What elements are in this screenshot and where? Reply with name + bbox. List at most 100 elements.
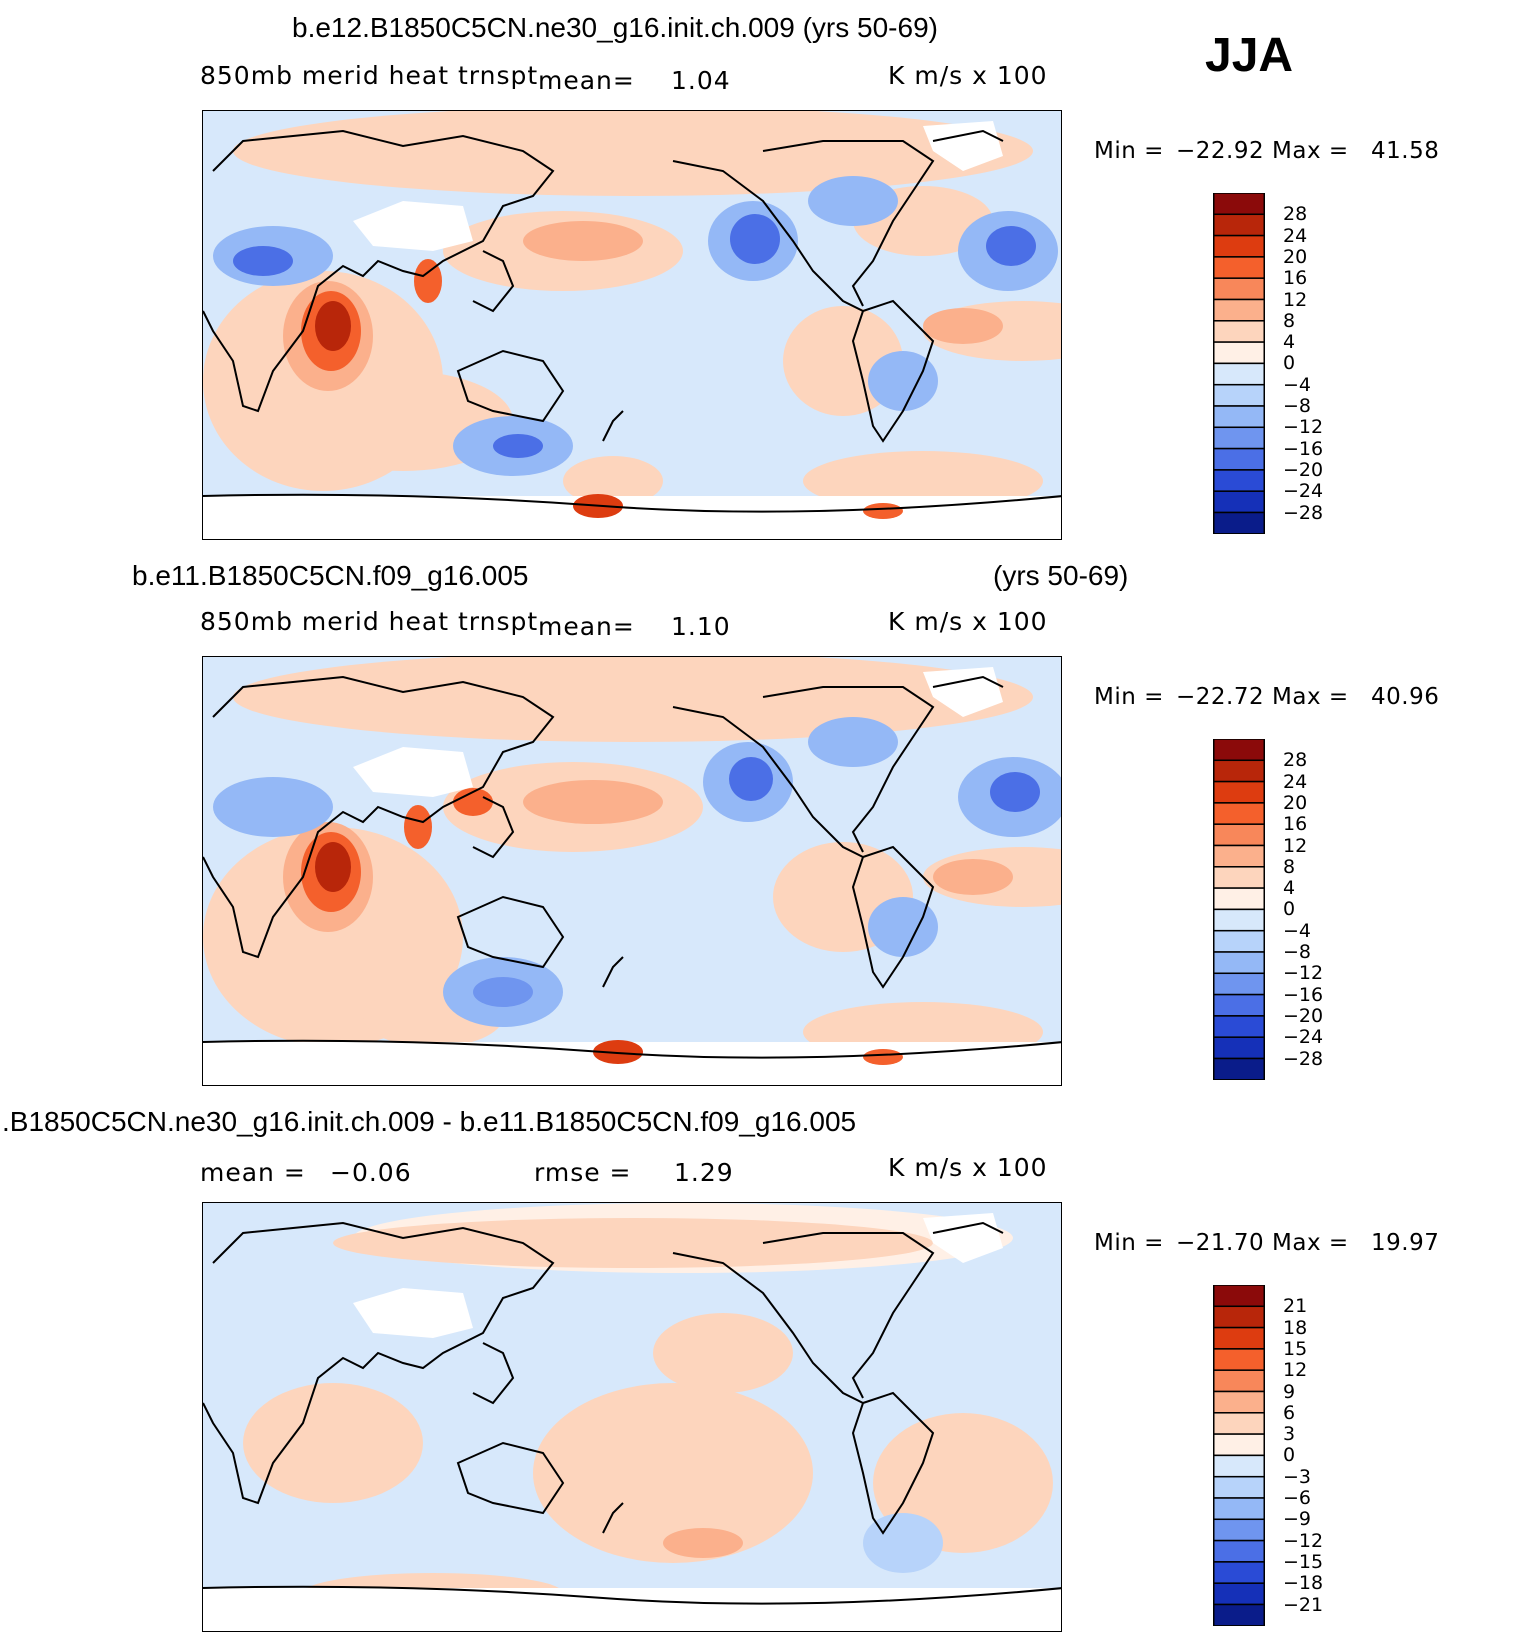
season-label: JJA bbox=[1205, 29, 1294, 82]
colorbar-segment bbox=[1213, 1603, 1265, 1626]
panel1-min-value: −22.92 bbox=[1176, 138, 1265, 164]
colorbar-segment bbox=[1213, 1348, 1265, 1371]
colorbar-tick-label: 18 bbox=[1283, 1316, 1308, 1339]
colorbar-segment bbox=[1213, 277, 1265, 301]
panel1-mean-value: 1.04 bbox=[671, 66, 731, 95]
panel2-min-value: −22.72 bbox=[1176, 684, 1265, 710]
panel1-cold-spot bbox=[233, 246, 293, 276]
colorbar-tick-label: 0 bbox=[1283, 352, 1296, 375]
colorbar-segment bbox=[1213, 1036, 1265, 1060]
panel2-mean-label: mean= bbox=[538, 612, 635, 641]
colorbar-tick-label: −21 bbox=[1283, 1593, 1324, 1616]
colorbar-segment bbox=[1213, 1582, 1265, 1606]
colorbar-tick-label: 21 bbox=[1283, 1295, 1308, 1318]
colorbar-segment bbox=[1213, 213, 1265, 237]
panel2-coastlines bbox=[203, 675, 1061, 1059]
colorbar-tick-label: −6 bbox=[1283, 1487, 1312, 1509]
colorbar-tick-label: 20 bbox=[1283, 245, 1308, 268]
panel1-missing-data bbox=[353, 201, 473, 251]
colorbar-segment bbox=[1213, 426, 1265, 450]
colorbar-segment bbox=[1213, 490, 1265, 514]
panel1-max-value: 41.58 bbox=[1371, 138, 1440, 164]
panel3-warm-region bbox=[243, 1383, 423, 1503]
colorbar-tick-label: 24 bbox=[1283, 770, 1308, 793]
colorbar-tick-label: 28 bbox=[1283, 749, 1308, 772]
panel1-mean-label: mean= bbox=[538, 66, 635, 95]
panel1-coastlines bbox=[203, 129, 1061, 513]
panel2-missing-data bbox=[923, 667, 1003, 717]
colorbar-segment bbox=[1213, 1326, 1265, 1350]
colorbar-tick-label: 0 bbox=[1283, 1444, 1296, 1467]
colorbar-tick-label: −15 bbox=[1283, 1550, 1324, 1573]
colorbar-segment bbox=[1213, 866, 1265, 889]
colorbar-tick-label: 15 bbox=[1283, 1337, 1308, 1360]
colorbar-segment bbox=[1213, 511, 1265, 534]
panel3-min-label: Min = bbox=[1094, 1230, 1164, 1256]
colorbar-tick-label: 8 bbox=[1283, 855, 1296, 878]
panel2-hot-spot bbox=[453, 788, 493, 816]
colorbar-tick-label: −28 bbox=[1283, 1047, 1324, 1070]
panel1-cold-spot bbox=[730, 214, 780, 264]
panel1-map-svg bbox=[203, 111, 1061, 539]
colorbar-segment bbox=[1213, 739, 1265, 762]
panel1-cold-spot bbox=[868, 351, 938, 411]
panel3-warm-region bbox=[533, 1383, 813, 1563]
colorbar-segment bbox=[1213, 887, 1265, 911]
colorbar-tick-label: −8 bbox=[1283, 395, 1312, 417]
colorbar-tick-label: −28 bbox=[1283, 501, 1324, 524]
panel3-missing-data bbox=[923, 1213, 1003, 1263]
panel1-cold-spot bbox=[808, 176, 898, 226]
panel3-colorbar bbox=[1213, 1285, 1265, 1626]
panel1-units: K m/s x 100 bbox=[888, 61, 1048, 90]
panel3-warm-region bbox=[653, 1313, 793, 1393]
panel1-min-label: Min = bbox=[1094, 138, 1164, 164]
colorbar-segment bbox=[1213, 1369, 1265, 1393]
panel1-warm-region bbox=[923, 308, 1003, 344]
panel2-cold-spot bbox=[729, 757, 773, 801]
colorbar-tick-label: −18 bbox=[1283, 1572, 1324, 1595]
panel2-min-label: Min = bbox=[1094, 684, 1164, 710]
colorbar-segment bbox=[1213, 1518, 1265, 1542]
panel1-hot-spot bbox=[863, 503, 903, 519]
colorbar-segment bbox=[1213, 193, 1265, 216]
colorbar-tick-label: 24 bbox=[1283, 224, 1308, 247]
panel3-map-svg bbox=[203, 1203, 1061, 1631]
colorbar-tick-label: 16 bbox=[1283, 813, 1308, 836]
panel2-cold-spot bbox=[808, 717, 898, 767]
colorbar-segment bbox=[1213, 1475, 1265, 1499]
panel2-title: b.e11.B1850C5CN.f09_g16.005 bbox=[132, 560, 529, 591]
colorbar-segment bbox=[1213, 320, 1265, 343]
panel2-map-svg bbox=[203, 657, 1061, 1085]
panel1-hot-spot bbox=[315, 301, 351, 351]
colorbar-segment bbox=[1213, 1015, 1265, 1038]
colorbar-tick-label: 6 bbox=[1283, 1401, 1296, 1424]
panel2-colorbar bbox=[1213, 739, 1265, 1080]
colorbar-segment bbox=[1213, 780, 1265, 804]
colorbar-tick-label: 4 bbox=[1283, 331, 1296, 354]
panel1-hot-spot bbox=[414, 259, 442, 303]
panel1-cold-spot bbox=[986, 226, 1036, 266]
panel3-warm-region bbox=[333, 1218, 933, 1268]
panel3-cold-spot bbox=[863, 1513, 943, 1573]
colorbar-segment bbox=[1213, 1539, 1265, 1563]
panel2-title-right: (yrs 50-69) bbox=[993, 560, 1129, 591]
colorbar-tick-label: 12 bbox=[1283, 834, 1308, 857]
panel2-max-label: Max = bbox=[1272, 684, 1349, 710]
panel2-variable: 850mb merid heat trnspt bbox=[200, 607, 539, 636]
colorbar-tick-label: −20 bbox=[1283, 1004, 1324, 1027]
colorbar-tick-label: −24 bbox=[1283, 480, 1324, 503]
colorbar-segment bbox=[1213, 951, 1265, 975]
colorbar-segment bbox=[1213, 1433, 1265, 1457]
panel2-warm-region bbox=[933, 859, 1013, 895]
colorbar-segment bbox=[1213, 1497, 1265, 1521]
panel2-antarctica bbox=[203, 1042, 1061, 1085]
panel1-antarctica bbox=[203, 496, 1061, 539]
panel3-mean-value: −0.06 bbox=[330, 1158, 412, 1187]
colorbar-tick-label: −20 bbox=[1283, 458, 1324, 481]
panel3-max-label: Max = bbox=[1272, 1230, 1349, 1256]
colorbar-segment bbox=[1213, 844, 1265, 868]
colorbar-tick-label: −16 bbox=[1283, 437, 1324, 460]
panel2-hot-spot bbox=[863, 1049, 903, 1065]
colorbar-segment bbox=[1213, 447, 1265, 471]
colorbar-segment bbox=[1213, 298, 1265, 322]
